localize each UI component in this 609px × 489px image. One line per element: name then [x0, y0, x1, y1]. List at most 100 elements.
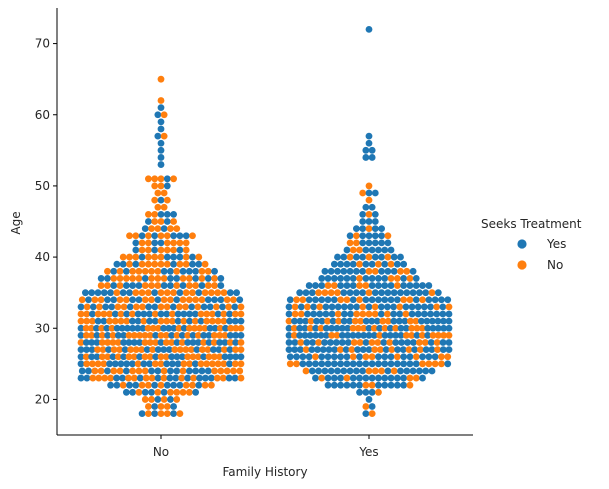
swarm-point-yes — [173, 367, 181, 375]
swarm-point-yes — [189, 331, 197, 339]
swarm-point-no — [130, 353, 138, 361]
swarm-point-yes — [188, 303, 196, 311]
swarm-point-yes — [365, 232, 373, 240]
swarm-point-no — [197, 360, 205, 368]
swarm-point-no — [94, 360, 102, 368]
swarm-point-yes — [370, 331, 378, 339]
swarm-point-yes — [163, 175, 171, 183]
swarm-point-no — [333, 331, 341, 339]
swarm-point-no — [116, 296, 124, 304]
swarm-point-no — [77, 339, 85, 346]
swarm-point-yes — [324, 360, 332, 368]
swarm-point-no — [359, 310, 367, 318]
swarm-point-no — [129, 310, 136, 318]
swarm-point-yes — [176, 289, 184, 297]
swarm-point-no — [204, 267, 212, 275]
swarm-point-yes — [291, 346, 299, 353]
swarm-point-no — [185, 324, 193, 332]
swarm-point-no — [116, 275, 124, 282]
swarm-point-yes — [173, 296, 181, 304]
swarm-point-yes — [340, 267, 348, 275]
swarm-point-yes — [392, 339, 400, 346]
swarm-point-yes — [297, 346, 304, 353]
swarm-point-no — [220, 360, 228, 368]
swarm-point-yes — [100, 289, 108, 297]
swarm-point-yes — [377, 303, 385, 311]
swarm-point-no — [157, 182, 165, 190]
swarm-point-yes — [381, 353, 389, 361]
swarm-point-yes — [381, 296, 389, 304]
swarm-point-yes — [321, 367, 329, 375]
swarm-point-no — [286, 360, 294, 368]
swarm-point-yes — [330, 353, 338, 361]
swarm-point-yes — [420, 310, 428, 318]
swarm-point-no — [230, 367, 237, 375]
swarm-point-no — [290, 324, 298, 332]
swarm-point-no — [114, 339, 122, 346]
swarm-point-no — [214, 360, 222, 368]
swarm-point-no — [132, 253, 140, 261]
swarm-point-yes — [167, 367, 174, 375]
swarm-point-yes — [445, 317, 453, 325]
swarm-point-yes — [375, 246, 382, 254]
swarm-point-no — [417, 346, 424, 353]
swarm-point-no — [163, 246, 171, 254]
swarm-point-yes — [152, 331, 160, 339]
swarm-point-yes — [362, 388, 370, 396]
swarm-point-no — [140, 317, 148, 325]
swarm-point-yes — [333, 324, 341, 332]
swarm-point-no — [77, 317, 85, 325]
swarm-point-yes — [135, 282, 143, 289]
swarm-point-no — [98, 339, 106, 346]
swarm-point-yes — [327, 339, 334, 346]
swarm-point-no — [200, 339, 208, 346]
swarm-point-yes — [375, 296, 382, 304]
swarm-point-yes — [168, 353, 176, 361]
swarm-point-yes — [343, 360, 351, 368]
swarm-point-yes — [333, 339, 340, 346]
swarm-point-yes — [166, 374, 174, 382]
swarm-point-yes — [359, 218, 367, 225]
swarm-point-no — [154, 203, 162, 211]
swarm-point-no — [151, 260, 159, 268]
swarm-point-yes — [130, 339, 138, 346]
swarm-point-no — [125, 374, 132, 382]
swarm-point-yes — [328, 324, 336, 332]
swarm-point-yes — [342, 346, 350, 353]
swarm-point-yes — [321, 339, 328, 346]
swarm-point-yes — [422, 367, 430, 375]
swarm-point-no — [189, 381, 196, 389]
swarm-point-yes — [226, 353, 234, 361]
swarm-point-no — [125, 331, 133, 339]
swarm-point-yes — [334, 253, 341, 261]
swarm-point-no — [371, 346, 379, 353]
swarm-point-yes — [301, 324, 309, 332]
swarm-point-yes — [359, 267, 367, 275]
swarm-point-no — [356, 296, 363, 304]
swarm-point-no — [210, 331, 218, 339]
swarm-point-no — [108, 324, 116, 332]
swarm-point-yes — [368, 374, 376, 382]
swarm-point-yes — [179, 282, 187, 289]
swarm-point-no — [160, 189, 168, 197]
swarm-point-yes — [195, 289, 203, 297]
swarm-point-yes — [178, 331, 186, 339]
swarm-point-yes — [182, 232, 190, 240]
swarm-point-no — [371, 310, 379, 318]
swarm-point-no — [157, 260, 165, 268]
swarm-point-yes — [365, 331, 373, 339]
swarm-point-no — [433, 303, 441, 311]
swarm-point-yes — [400, 381, 408, 389]
swarm-point-no — [160, 132, 168, 140]
swarm-point-no — [237, 339, 245, 346]
swarm-point-yes — [384, 239, 392, 247]
swarm-point-no — [94, 310, 102, 318]
swarm-point-yes — [316, 310, 324, 318]
swarm-point-no — [145, 289, 152, 297]
swarm-point-yes — [381, 381, 389, 389]
swarm-point-yes — [305, 360, 313, 368]
swarm-point-no — [189, 353, 197, 361]
swarm-point-yes — [206, 324, 214, 332]
swarm-point-yes — [392, 331, 400, 339]
